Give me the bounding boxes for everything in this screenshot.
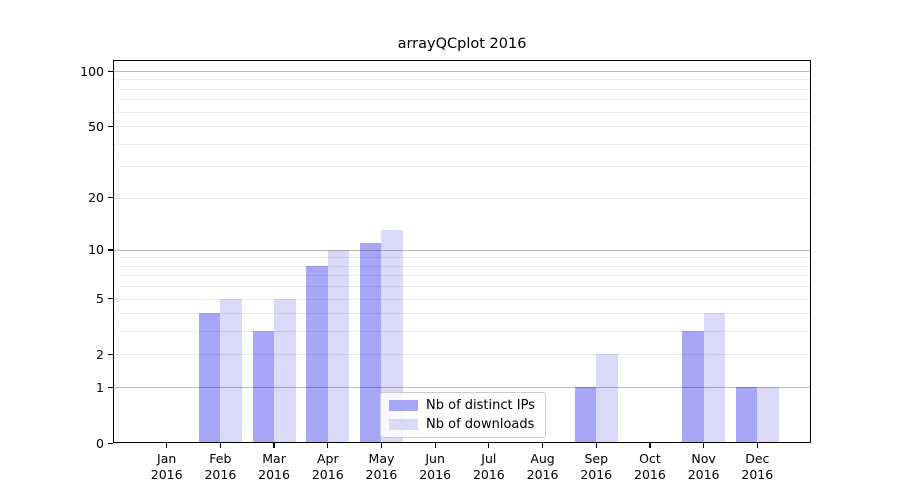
y-tick-mark [108, 298, 113, 300]
x-tick-mark [327, 443, 329, 448]
bar-downloads [381, 230, 403, 443]
gridline-minor [113, 275, 811, 277]
x-tick-mark [273, 443, 275, 448]
y-tick-label: 5 [96, 291, 104, 307]
y-tick-label: 100 [80, 63, 104, 79]
x-tick-mark [166, 443, 168, 448]
gridline-minor [113, 143, 811, 145]
legend-label-downloads: Nb of downloads [426, 417, 535, 432]
y-tick-mark [108, 386, 113, 388]
bar-distinct-ips [198, 313, 221, 443]
legend-label-distinct-ips: Nb of distinct IPs [426, 398, 535, 413]
y-tick-mark [108, 70, 113, 72]
bar-distinct-ips [359, 242, 382, 443]
x-tick-label: Mar 2016 [258, 451, 290, 482]
y-tick-mark [108, 442, 113, 444]
x-tick-label: Aug 2016 [526, 451, 559, 482]
x-tick-label: Nov 2016 [687, 451, 720, 482]
x-tick-label: Jun 2016 [419, 451, 452, 482]
x-tick-mark [702, 443, 705, 448]
gridline-minor [113, 88, 811, 90]
chart-title: arrayQCplot 2016 [397, 36, 527, 52]
bar-downloads [220, 298, 242, 443]
x-tick-mark [219, 443, 222, 448]
bar-distinct-ips [735, 387, 758, 443]
bar-distinct-ips [252, 331, 275, 443]
gridline-minor [113, 197, 811, 199]
bar-downloads [327, 249, 350, 443]
x-tick-mark [756, 443, 758, 448]
gridline-minor [113, 298, 811, 300]
gridline-major [113, 387, 811, 389]
x-tick-label: May 2016 [365, 451, 398, 482]
bar-downloads [274, 298, 296, 443]
x-tick-mark [541, 443, 544, 448]
x-tick-label: Dec 2016 [741, 451, 774, 482]
x-tick-label: Jul 2016 [472, 451, 505, 482]
x-tick-mark [488, 443, 490, 448]
y-tick-mark [108, 125, 113, 127]
y-tick-mark [108, 249, 113, 251]
x-tick-mark [649, 443, 651, 448]
bar-distinct-ips [574, 387, 597, 443]
gridline-minor [113, 331, 811, 333]
gridline-minor [113, 265, 811, 267]
y-tick-mark [108, 353, 113, 356]
bar-downloads [757, 387, 779, 443]
x-tick-label: Oct 2016 [634, 451, 666, 482]
x-tick-mark [595, 443, 597, 448]
legend-swatch-distinct-ips-icon [389, 400, 418, 411]
y-tick-label: 10 [88, 242, 104, 258]
gridline-major [113, 249, 811, 251]
x-tick-label: Jan 2016 [150, 451, 183, 482]
gridline-minor [113, 99, 811, 101]
legend: Nb of distinct IPs Nb of downloads [380, 392, 546, 438]
gridline-minor [113, 126, 811, 128]
x-tick-label: Sep 2016 [580, 451, 613, 482]
gridline-minor [113, 79, 811, 81]
y-tick-label: 50 [88, 118, 104, 134]
legend-row-downloads: Nb of downloads [389, 417, 537, 432]
bar-downloads [596, 354, 618, 443]
bar-distinct-ips [306, 265, 328, 443]
legend-swatch-downloads-icon [389, 419, 418, 430]
bar-distinct-ips [682, 331, 704, 443]
gridline-minor [113, 257, 811, 259]
y-tick-label: 2 [96, 346, 104, 362]
gridline-major [113, 71, 811, 72]
y-tick-label: 0 [96, 435, 104, 451]
y-tick-mark [108, 197, 113, 199]
legend-row-distinct-ips: Nb of distinct IPs [389, 398, 537, 413]
x-tick-label: Apr 2016 [311, 451, 344, 482]
gridline-minor [113, 111, 811, 113]
x-tick-label: Feb 2016 [204, 451, 237, 482]
y-tick-label: 1 [96, 379, 104, 395]
gridline-minor [113, 166, 811, 168]
y-tick-label: 20 [88, 190, 104, 206]
bar-downloads [703, 313, 726, 443]
gridline-minor [113, 313, 811, 315]
gridline-minor [113, 354, 811, 356]
x-tick-mark [380, 443, 383, 448]
x-tick-mark [434, 443, 436, 448]
gridline-minor [113, 286, 811, 288]
